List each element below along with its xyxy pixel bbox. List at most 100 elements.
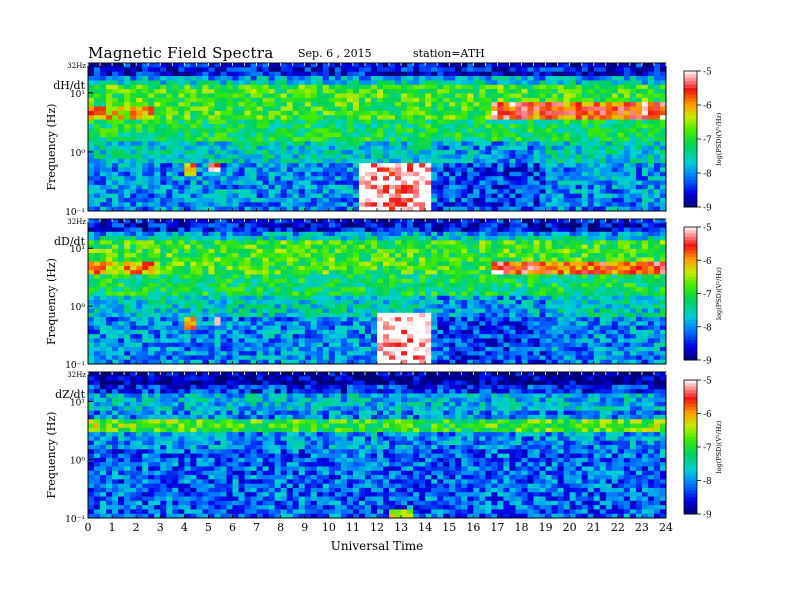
spectrogram-cell (274, 244, 282, 250)
spectrogram-cell (431, 115, 438, 120)
spectrogram-cell (449, 132, 456, 138)
spectrogram-cell (286, 308, 294, 314)
spectrogram-cell (160, 244, 167, 250)
spectrogram-cell (130, 346, 137, 352)
spectrogram-cell (184, 321, 191, 327)
spectrogram-cell (196, 308, 203, 314)
spectrogram-cell (202, 253, 209, 258)
spectrogram-cell (184, 180, 191, 186)
spectrogram-cell (509, 63, 516, 68)
spectrogram-cell (575, 150, 583, 155)
spectrogram-cell (208, 141, 215, 147)
spectrogram-cell (286, 304, 294, 309)
spectrogram-cell (431, 132, 438, 138)
spectrogram-cell (413, 189, 420, 194)
spectrogram-cell (617, 84, 625, 90)
spectrogram-cell (611, 189, 619, 194)
spectrogram-cell (118, 317, 125, 322)
spectrogram-cell (401, 167, 408, 173)
spectrogram-cell (358, 67, 366, 73)
spectrogram-cell (358, 163, 366, 168)
spectrogram-cell (202, 355, 209, 361)
spectrogram-cell (334, 80, 342, 86)
spectrogram-cell (485, 76, 492, 81)
spectrogram-cell (196, 97, 203, 103)
spectrogram-cell (238, 278, 245, 284)
spectrogram-cell (485, 63, 492, 68)
spectrogram-cell (256, 158, 263, 164)
spectrogram-cell (274, 63, 282, 68)
spectrogram-cell (449, 80, 456, 86)
spectrogram-cell (431, 154, 438, 160)
spectrogram-cell (124, 359, 131, 365)
spectrogram-cell (569, 206, 577, 212)
spectrogram-cell (467, 71, 474, 77)
spectrogram-cell (94, 308, 101, 314)
spectrogram-cell (352, 97, 360, 103)
spectrogram-cell (88, 154, 95, 160)
spectrogram-cell (358, 167, 366, 173)
spectrogram-cell (106, 253, 113, 258)
spectrogram-cell (599, 97, 607, 103)
spectrogram-cell (172, 261, 179, 267)
spectrogram-cell (557, 171, 565, 177)
spectrogram-cell (659, 176, 667, 181)
spectrogram-cell (485, 93, 492, 99)
spectrogram-cell (172, 227, 179, 233)
spectrogram-cell (172, 351, 179, 356)
spectrogram-cell (443, 89, 450, 94)
spectrogram-cell (539, 132, 546, 138)
spectrogram-cell (533, 193, 540, 199)
spectrogram-cell (557, 176, 565, 181)
colorbar-segment (684, 111, 697, 116)
spectrogram-cell (112, 171, 119, 177)
spectrogram-cell (274, 163, 282, 168)
spectrogram-cell (346, 115, 354, 120)
spectrogram-cell (160, 291, 167, 297)
spectrogram-cell (358, 329, 366, 335)
spectrogram-cell (148, 106, 155, 112)
spectrogram-cell (449, 197, 456, 203)
spectrogram-cell (340, 355, 348, 361)
spectrogram-cell (401, 150, 408, 155)
spectrogram-cell (340, 106, 348, 112)
colorbar-segment (684, 203, 697, 208)
spectrogram-cell (298, 84, 306, 90)
spectrogram-cell (443, 154, 450, 160)
spectrogram-cell (160, 202, 167, 208)
spectrogram-cell (340, 342, 348, 348)
spectrogram-cell (148, 223, 155, 228)
spectrogram-cell (136, 197, 143, 203)
spectrogram-cell (190, 321, 197, 327)
spectrogram-cell (166, 231, 173, 237)
spectrogram-cell (262, 219, 270, 224)
spectrogram-cell (94, 325, 101, 331)
spectrogram-cell (322, 102, 330, 107)
spectrogram-cell (178, 325, 185, 331)
spectrogram-cell (563, 76, 571, 81)
spectrogram-cell (328, 110, 336, 116)
spectrogram-cell (623, 171, 631, 177)
spectrogram-cell (256, 128, 263, 134)
spectrogram-cell (635, 189, 643, 194)
spectrogram-cell (130, 102, 137, 107)
spectrogram-cell (328, 180, 336, 186)
spectrogram-cell (358, 189, 366, 194)
spectrogram-cell (647, 189, 655, 194)
spectrogram-cell (160, 189, 167, 194)
spectrogram-cell (142, 89, 149, 94)
spectrogram-cell (551, 150, 559, 155)
spectrogram-cell (268, 359, 276, 365)
spectrogram-cell (527, 63, 534, 68)
spectrogram-cell (527, 119, 534, 125)
spectrogram-cell (358, 128, 366, 134)
spectrogram-cell (641, 106, 649, 112)
spectrogram-cell (328, 106, 336, 112)
spectrogram-cell (479, 110, 486, 116)
spectrogram-cell (413, 110, 420, 116)
spectrogram-cell (184, 141, 191, 147)
spectrogram-cell (419, 202, 426, 208)
spectrogram-cell (106, 351, 113, 356)
spectrogram-cell (268, 312, 276, 318)
spectrogram-cell (629, 97, 637, 103)
